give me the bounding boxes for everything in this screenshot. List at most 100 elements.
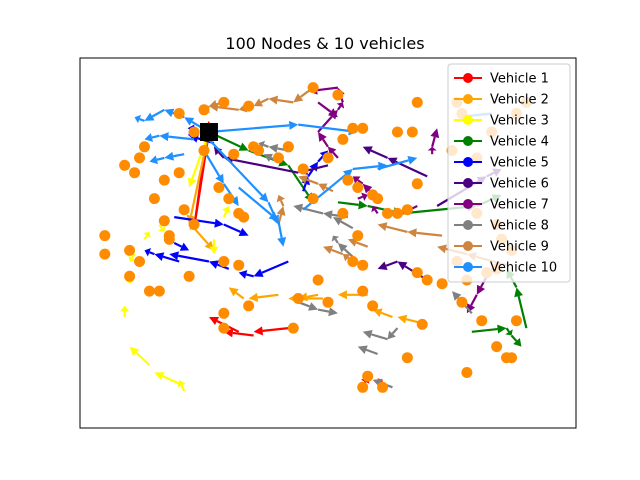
- route-arrow-line: [380, 311, 393, 319]
- customer-node: [322, 296, 334, 308]
- route-arrow-line: [317, 308, 330, 313]
- legend-item: Vehicle 7: [454, 198, 549, 213]
- customer-node: [188, 126, 200, 138]
- route-arrow-head: [452, 291, 462, 301]
- customer-node: [198, 145, 210, 156]
- route-arrow-line: [331, 248, 344, 256]
- route-arrow-line: [374, 209, 379, 215]
- customer-node: [421, 274, 433, 286]
- route-arrow-line: [168, 135, 195, 141]
- route-arrow-line: [223, 223, 241, 233]
- route-arrow-line: [235, 291, 245, 300]
- legend-label: Vehicle 7: [490, 198, 549, 213]
- legend-item: Vehicle 1: [454, 72, 549, 87]
- route-arrow-line: [370, 149, 388, 159]
- customer-node: [322, 152, 334, 164]
- route-arrow-line: [172, 153, 185, 158]
- route-arrow-head: [263, 153, 273, 162]
- customer-node: [352, 230, 364, 242]
- route-8: [258, 140, 473, 389]
- route-arrow-head: [361, 192, 368, 201]
- route-arrow-line: [208, 124, 290, 134]
- customer-node: [99, 230, 111, 242]
- route-arrow-head: [357, 345, 368, 354]
- route-arrow-head: [318, 132, 327, 142]
- customer-node: [347, 122, 359, 134]
- route-arrow-head: [213, 146, 223, 156]
- route-arrow-line: [131, 253, 136, 259]
- customer-node: [297, 163, 309, 175]
- route-arrow-head: [248, 292, 259, 302]
- route-arrow-head: [187, 177, 197, 188]
- route-arrow-line: [386, 225, 408, 233]
- legend-marker: [463, 178, 473, 188]
- route-arrow-head: [323, 245, 334, 255]
- route-arrow-line: [395, 160, 428, 178]
- route-arrow-line: [279, 200, 285, 207]
- legend-label: Vehicle 2: [490, 93, 549, 108]
- legend-item: Vehicle 10: [454, 261, 557, 276]
- route-arrow-head: [387, 157, 398, 166]
- route-arrow-line: [218, 151, 225, 159]
- customer-node: [134, 256, 146, 267]
- route-arrow-head: [158, 225, 166, 232]
- route-arrow-head: [159, 132, 169, 142]
- chart-title: 100 Nodes & 10 vehicles: [225, 34, 424, 53]
- customer-node: [99, 248, 111, 260]
- route-arrow-head: [362, 330, 373, 339]
- route-arrow-head: [476, 284, 486, 295]
- legend-box: [447, 63, 571, 283]
- route-arrow-line: [135, 351, 151, 366]
- route-arrow-head: [154, 372, 165, 381]
- route-arrow-head: [177, 379, 186, 388]
- route-arrow-line: [357, 195, 364, 200]
- customer-node: [223, 193, 235, 205]
- route-arrow-head: [258, 140, 266, 150]
- route-arrow-head: [371, 206, 379, 213]
- legend-marker: [463, 241, 473, 251]
- route-arrow-head: [397, 261, 408, 271]
- route-arrow-head: [352, 176, 361, 184]
- route-arrow-head: [134, 114, 142, 124]
- customer-node: [491, 341, 503, 353]
- legend-item: Vehicle 3: [454, 114, 549, 129]
- route-arrow-head: [358, 200, 368, 210]
- customer-node: [367, 300, 379, 312]
- legend-label: Vehicle 6: [490, 177, 549, 192]
- customer-node: [163, 233, 175, 245]
- route-arrow-line: [260, 97, 269, 104]
- customer-node: [506, 352, 518, 364]
- route-arrow-head: [208, 260, 219, 269]
- route-arrow-line: [262, 327, 289, 332]
- route-arrow-line: [208, 138, 264, 197]
- customer-node: [218, 307, 230, 319]
- route-arrow-head: [332, 217, 344, 226]
- customer-node: [357, 381, 369, 393]
- legend-label: Vehicle 4: [490, 135, 549, 150]
- route-arrow-head: [362, 183, 373, 194]
- customer-node: [153, 285, 165, 297]
- customer-node: [198, 104, 210, 116]
- route-arrow-line: [139, 118, 145, 122]
- route-arrow-line: [322, 138, 329, 148]
- route-arrow-line: [261, 260, 289, 274]
- customer-node: [218, 256, 230, 267]
- customer-node: [158, 174, 170, 186]
- legend-label: Vehicle 8: [490, 219, 549, 234]
- route-arrow-head: [214, 218, 224, 228]
- customer-node: [287, 322, 299, 334]
- route-arrow-head: [362, 146, 373, 155]
- route-arrow-line: [257, 293, 279, 299]
- customer-node: [391, 126, 403, 138]
- customer-node: [456, 296, 468, 308]
- customer-node: [406, 126, 418, 138]
- route-arrow-head: [208, 316, 220, 326]
- route-arrow-line: [431, 136, 436, 148]
- route-arrow-line: [143, 234, 148, 240]
- route-arrow-head: [387, 330, 396, 340]
- route-arrow-head: [128, 255, 136, 262]
- customer-node: [228, 148, 240, 160]
- route-arrow-head: [323, 210, 333, 220]
- legend-marker: [463, 115, 473, 125]
- route-arrow-head: [331, 235, 340, 242]
